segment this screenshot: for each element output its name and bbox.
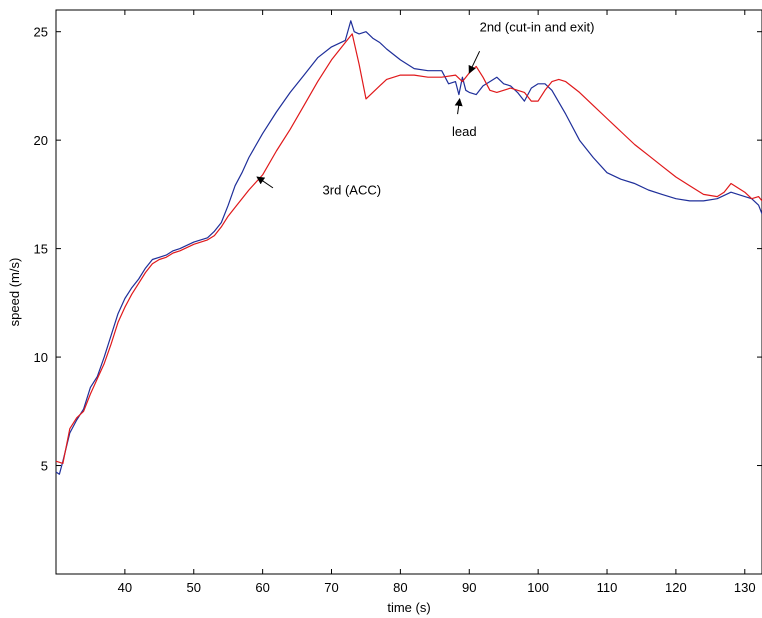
x-tick-label: 120 (665, 580, 687, 595)
series-line-2 (55, 33, 762, 464)
x-tick-label: 50 (187, 580, 201, 595)
y-tick-label: 5 (41, 459, 48, 474)
y-tick-label: 20 (34, 133, 48, 148)
annotations: 3rd (ACC) 2nd (cut-in and exit) lead (256, 20, 595, 197)
y-tick-label: 15 (34, 242, 48, 257)
x-tick-label: 60 (255, 580, 269, 595)
annotation-arrow (454, 97, 463, 115)
annotation-label: 3rd (ACC) (323, 182, 382, 197)
y-tick-label: 25 (34, 25, 48, 40)
x-tick-label: 100 (527, 580, 549, 595)
annotation-label: lead (452, 124, 477, 139)
x-tick-label: 40 (118, 580, 132, 595)
plot-area (55, 9, 762, 575)
x-tick-label: 80 (393, 580, 407, 595)
x-tick-label: 130 (734, 580, 756, 595)
y-tick-label: 10 (34, 350, 48, 365)
x-tick-label: 90 (462, 580, 476, 595)
x-tick-label: 110 (597, 580, 618, 595)
y-ticks: 5 10 15 20 25 (34, 25, 762, 474)
series-layer (55, 20, 762, 475)
annotation-label: 2nd (cut-in and exit) (480, 20, 595, 35)
annotation-arrow (256, 176, 274, 189)
x-tick-label: 70 (324, 580, 338, 595)
series-line-1 (55, 20, 762, 475)
annotation-arrow (468, 51, 481, 74)
y-axis-label: speed (m/s) (7, 258, 22, 327)
x-ticks: 40 50 60 70 80 90 100 110 120 130 (118, 10, 756, 595)
x-axis-label: time (s) (387, 600, 430, 615)
